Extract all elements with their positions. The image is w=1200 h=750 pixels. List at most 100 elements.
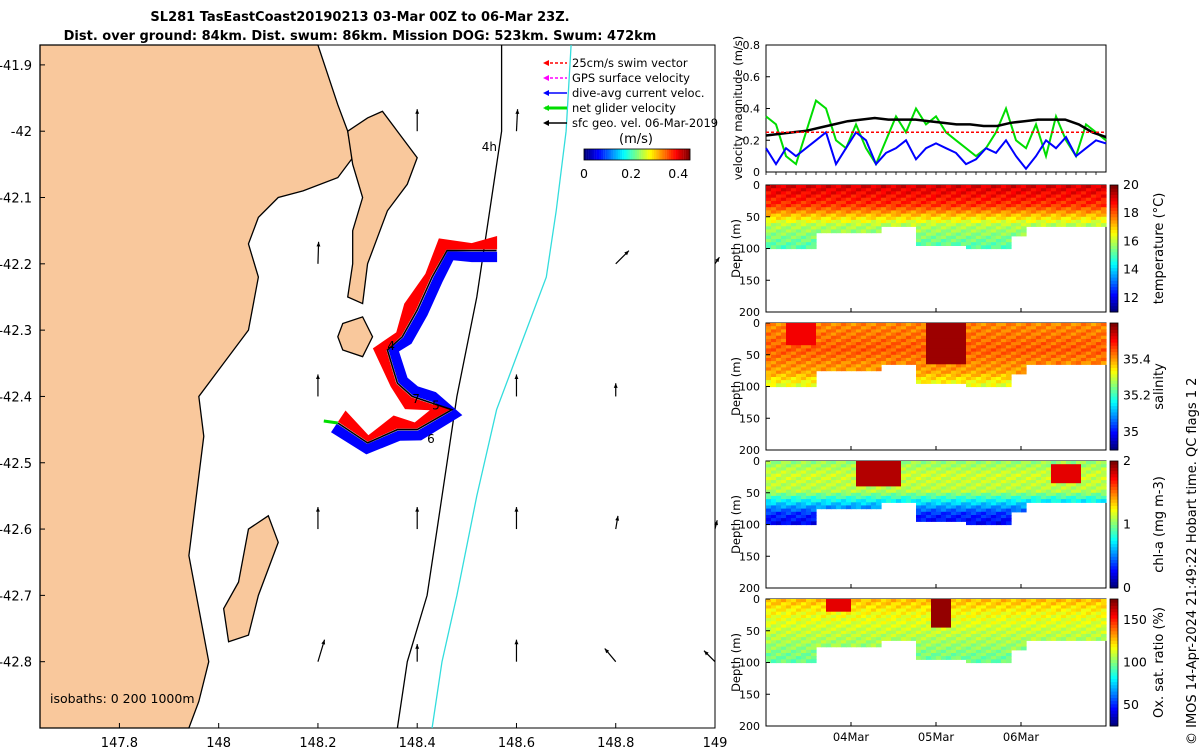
heatmap-cell — [1076, 464, 1082, 468]
side-colorbar-cell — [1110, 421, 1118, 426]
colorbar-cell — [675, 149, 678, 160]
heatmap-cell — [956, 367, 962, 372]
heatmap-cell — [1016, 630, 1022, 635]
heatmap-cell — [1056, 605, 1062, 610]
heatmap-cell — [971, 354, 977, 359]
heatmap-cell — [1066, 495, 1072, 500]
heatmap-cell — [966, 188, 972, 192]
side-colorbar-cell — [1110, 627, 1118, 632]
heatmap-cell — [961, 470, 967, 475]
side-colorbar-cell — [1110, 562, 1118, 567]
heatmap-cell — [896, 191, 902, 196]
heatmap-cell — [766, 646, 772, 651]
heatmap-cell — [896, 637, 902, 641]
heatmap-cell — [996, 492, 1002, 497]
heatmap-cell — [791, 185, 797, 189]
heatmap-cell — [1091, 323, 1097, 327]
heatmap-cell — [791, 216, 797, 221]
heatmap-cell — [1071, 342, 1077, 346]
heatmap-cell — [931, 229, 937, 234]
heatmap-cell — [1026, 602, 1032, 606]
heatmap-cell — [916, 489, 922, 494]
heatmap-cell — [1016, 627, 1022, 632]
heatmap-cell — [851, 210, 857, 215]
heatmap-cell — [866, 464, 872, 468]
side-colorbar-cell — [1110, 640, 1118, 644]
heatmap-cell — [801, 602, 807, 606]
heatmap-cell — [966, 332, 972, 337]
heatmap-cell — [1081, 637, 1087, 641]
heatmap-cell — [931, 602, 937, 606]
heatmap-cell — [956, 364, 962, 369]
colorbar-cell — [588, 149, 591, 160]
heatmap-cell — [811, 185, 817, 189]
heatmap-cell — [816, 326, 822, 330]
colorbar-cell — [615, 149, 619, 160]
heatmap-cell — [911, 480, 917, 484]
heatmap-cell — [816, 605, 822, 610]
heatmap-cell — [781, 329, 787, 334]
heatmap-cell — [981, 492, 987, 497]
heatmap-cell — [871, 323, 877, 327]
colorbar-cell — [653, 149, 657, 160]
heatmap-cell — [981, 185, 987, 189]
heatmap-cell — [881, 627, 887, 632]
heatmap-cell — [1056, 332, 1062, 337]
heatmap-cell — [851, 326, 857, 330]
legend-arrowhead — [543, 60, 549, 66]
heatmap-cell — [811, 489, 817, 494]
heatmap-cell — [936, 630, 942, 635]
heatmap-cell — [776, 361, 782, 365]
heatmap-cell — [1061, 332, 1067, 337]
heatmap-cell — [891, 608, 897, 613]
heatmap-cell — [986, 232, 992, 237]
heatmap-cell — [891, 467, 897, 472]
heatmap-cell — [796, 627, 802, 632]
heatmap-cell — [831, 351, 837, 356]
heatmap-cell — [791, 521, 797, 526]
heatmap-cell — [976, 335, 982, 340]
heatmap-cell — [951, 229, 957, 234]
heatmap-cell — [906, 611, 912, 616]
heatmap-cell — [951, 602, 957, 606]
heatmap-cell — [786, 476, 792, 481]
heatmap-cell — [916, 515, 922, 519]
heatmap-cell — [831, 348, 837, 353]
heatmap-cell — [941, 483, 947, 487]
heatmap-cell — [796, 329, 802, 334]
heatmap-cell — [931, 204, 937, 208]
heatmap-cell — [1086, 624, 1092, 629]
heatmap-cell — [766, 232, 772, 237]
heatmap-cell — [931, 326, 937, 330]
heatmap-cell — [996, 194, 1002, 199]
heatmap-cell — [791, 511, 797, 516]
heatmap-cell — [971, 646, 977, 651]
heatmap-cell — [941, 489, 947, 494]
heatmap-cell — [811, 643, 817, 648]
heatmap-cell — [786, 633, 792, 638]
heatmap-cell — [766, 473, 772, 478]
heatmap-cell — [821, 197, 827, 202]
heatmap-cell — [861, 338, 867, 343]
heatmap-cell — [986, 508, 992, 513]
heatmap-cell — [1011, 614, 1017, 619]
heatmap-cell — [811, 630, 817, 635]
heatmap-cell — [1066, 627, 1072, 632]
heatmap-cell — [791, 467, 797, 472]
heatmap-cell — [1076, 621, 1082, 625]
heatmap-cell — [1056, 185, 1062, 189]
heatmap-cell — [1006, 332, 1012, 337]
heatmap-cell — [841, 492, 847, 497]
heatmap-cell — [1006, 599, 1012, 603]
heatmap-cell — [886, 602, 892, 606]
heatmap-cell — [776, 200, 782, 205]
heatmap-cell — [1036, 470, 1042, 475]
heatmap-cell — [901, 486, 907, 491]
side-colorbar-cell — [1110, 373, 1118, 378]
heatmap-cell — [991, 467, 997, 472]
heatmap-cell — [981, 361, 987, 365]
heatmap-cell — [991, 342, 997, 346]
heatmap-cell — [811, 226, 817, 231]
heatmap-cell — [886, 213, 892, 218]
heatmap-cell — [926, 630, 932, 635]
